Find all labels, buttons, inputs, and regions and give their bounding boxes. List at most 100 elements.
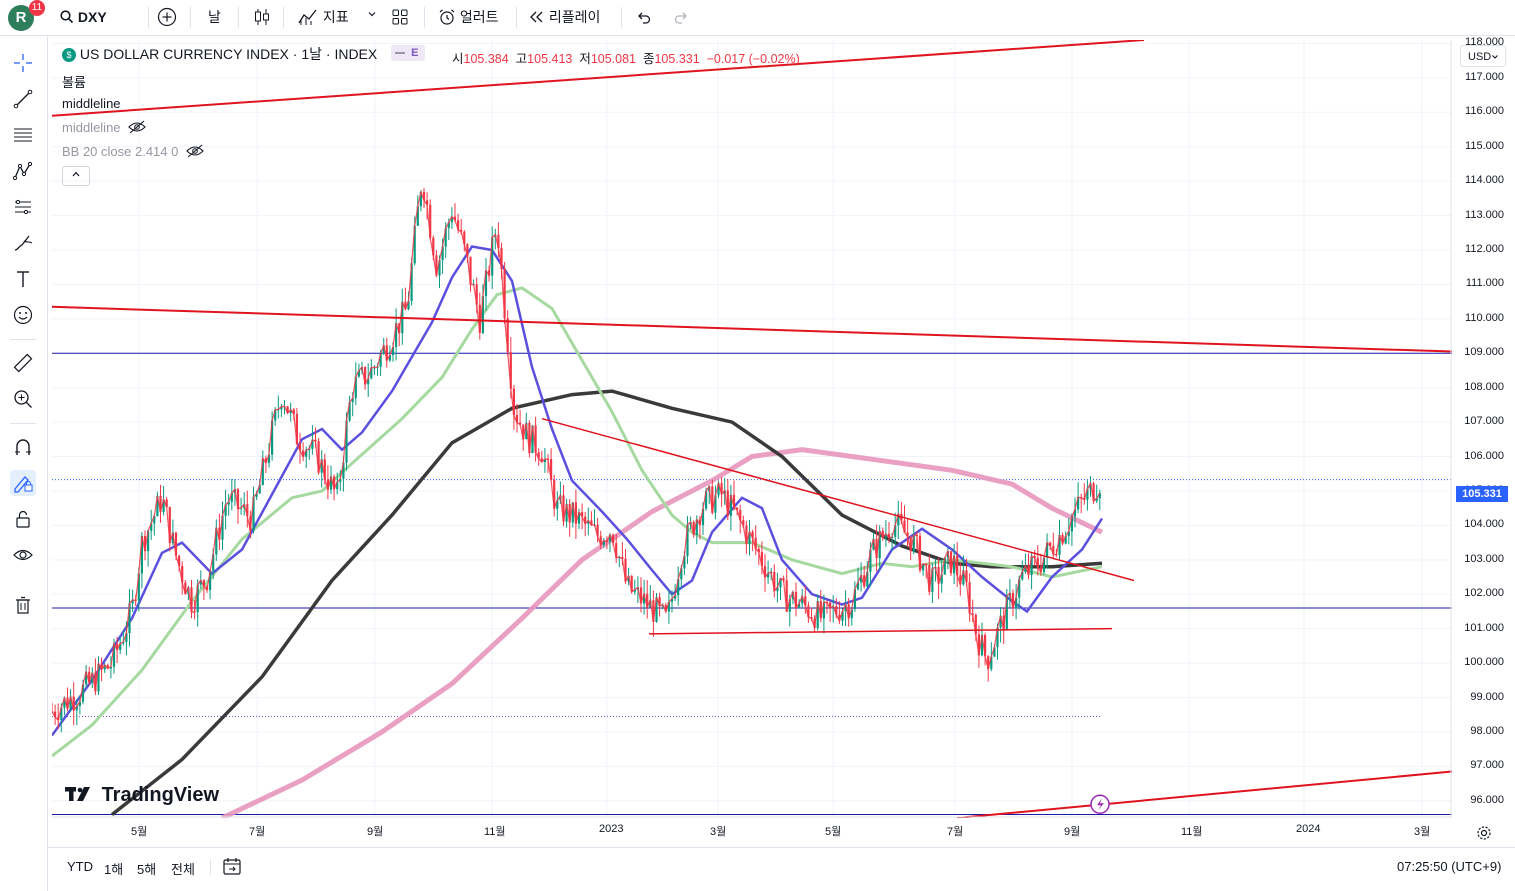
- range-ytd[interactable]: YTD: [67, 859, 93, 874]
- lock-icon: [16, 510, 30, 528]
- chart-settings-button[interactable]: [1476, 825, 1492, 846]
- eye-off-icon[interactable]: [186, 144, 204, 158]
- redo-button[interactable]: [673, 0, 691, 34]
- candle-up: [128, 603, 131, 634]
- candle-down: [469, 256, 472, 285]
- price-chart[interactable]: [52, 40, 1452, 818]
- candle-up: [230, 492, 233, 502]
- brush-tool[interactable]: [10, 230, 36, 256]
- time-tick-label: 7월: [947, 826, 964, 838]
- hide-drawings-tool[interactable]: [10, 542, 36, 568]
- undo-button[interactable]: [634, 0, 652, 34]
- candle-up: [267, 454, 271, 463]
- currency-selector[interactable]: USD: [1460, 45, 1506, 67]
- candles-icon: [255, 9, 269, 25]
- compare-symbol-button[interactable]: [157, 0, 177, 34]
- candle-up: [308, 448, 311, 451]
- candle-down: [159, 495, 162, 512]
- goto-date-button[interactable]: [222, 856, 242, 879]
- candle-up: [791, 591, 794, 600]
- collapse-legend-button[interactable]: [62, 166, 90, 186]
- candle-up: [103, 665, 106, 670]
- candle-down: [562, 495, 565, 522]
- earnings-badge: E: [391, 45, 426, 61]
- candle-up: [370, 367, 373, 379]
- candle-up: [816, 601, 819, 628]
- prediction-tool[interactable]: [10, 194, 36, 220]
- candle-down: [887, 533, 891, 538]
- candle-down: [906, 532, 909, 537]
- candle-up: [767, 573, 770, 578]
- range-all[interactable]: 전체: [171, 862, 195, 877]
- candle-up: [1098, 492, 1101, 499]
- candle-down: [646, 593, 649, 608]
- tradingview-logo[interactable]: TradingView: [64, 784, 219, 807]
- candle-up: [1046, 542, 1049, 558]
- candle-up: [78, 701, 81, 706]
- clock-timezone[interactable]: 07:25:50 (UTC+9): [1397, 859, 1502, 874]
- candle-up: [357, 370, 360, 377]
- remove-drawings-tool[interactable]: [10, 592, 36, 618]
- indicator-middleline-2[interactable]: middleline: [62, 120, 146, 135]
- candle-down: [918, 535, 922, 571]
- emoji-tool[interactable]: [10, 302, 36, 328]
- text-tool[interactable]: [10, 266, 36, 292]
- candle-up: [587, 520, 590, 524]
- candle-up: [680, 568, 683, 580]
- candle-up: [683, 555, 686, 569]
- candle-down: [835, 606, 838, 615]
- candle-up: [1024, 565, 1027, 572]
- candle-up: [419, 191, 422, 207]
- candle-up: [153, 516, 156, 524]
- range-5y[interactable]: 5해: [137, 862, 157, 877]
- candle-up: [388, 355, 391, 361]
- top-toolbar: R 11 DXY 날 지표 얼러트 리플레이: [0, 0, 1515, 36]
- interval-button[interactable]: 날: [208, 9, 221, 25]
- candle-up: [999, 615, 1002, 628]
- layouts-button[interactable]: [391, 0, 409, 34]
- candle-down: [807, 605, 810, 618]
- eye-off-icon[interactable]: [128, 120, 146, 134]
- chart-type-button[interactable]: [252, 0, 272, 34]
- indicator-middleline-1[interactable]: middleline: [62, 96, 121, 111]
- crosshair-tool[interactable]: [10, 50, 36, 76]
- indicator-volume[interactable]: 볼륨: [62, 75, 86, 90]
- fib-tool[interactable]: [10, 122, 36, 148]
- pattern-tool[interactable]: [10, 158, 36, 184]
- candle-up: [677, 579, 680, 596]
- time-tick-label: 5월: [131, 826, 148, 838]
- zoom-tool[interactable]: [10, 386, 36, 412]
- price-tick-label: 116.000: [1465, 105, 1504, 118]
- candle-down: [726, 490, 729, 516]
- candle-down: [218, 527, 221, 540]
- price-axis[interactable]: 118.000 117.000 116.000 115.000 114.000 113.0…: [1456, 36, 1511, 818]
- measure-tool[interactable]: [10, 350, 36, 376]
- ruler-icon: [13, 353, 33, 373]
- redo-icon: [674, 12, 687, 24]
- candle-up: [224, 504, 227, 516]
- indicators-dropdown[interactable]: [367, 0, 377, 34]
- candle-down: [751, 531, 754, 538]
- symbol-search-button[interactable]: DXY: [60, 0, 107, 34]
- stay-in-drawing-mode-tool[interactable]: [10, 470, 36, 496]
- alert-button[interactable]: 얼러트: [438, 0, 499, 34]
- candle-down: [736, 507, 739, 510]
- trendline-tool[interactable]: [10, 86, 36, 112]
- candle-down: [574, 502, 577, 524]
- candle-up: [199, 580, 202, 585]
- candle-up: [822, 602, 825, 619]
- candle-up: [866, 571, 869, 587]
- indicators-button[interactable]: 지표: [297, 0, 349, 34]
- candle-up: [484, 270, 488, 297]
- indicator-bollinger[interactable]: BB 20 close 2.414 0: [62, 144, 204, 159]
- candle-up: [841, 611, 844, 621]
- range-1y[interactable]: 1해: [104, 862, 124, 877]
- replay-button[interactable]: 리플레이: [527, 0, 600, 34]
- trendline-upper-channel: [52, 40, 1145, 117]
- lightning-icon: [1097, 798, 1104, 811]
- lock-drawings-tool[interactable]: [10, 506, 36, 532]
- legend-title[interactable]: US DOLLAR CURRENCY INDEX · 1날 · INDEX: [79, 46, 378, 62]
- candle-up: [69, 696, 72, 709]
- magnet-tool[interactable]: [10, 434, 36, 460]
- candle-up: [878, 530, 881, 559]
